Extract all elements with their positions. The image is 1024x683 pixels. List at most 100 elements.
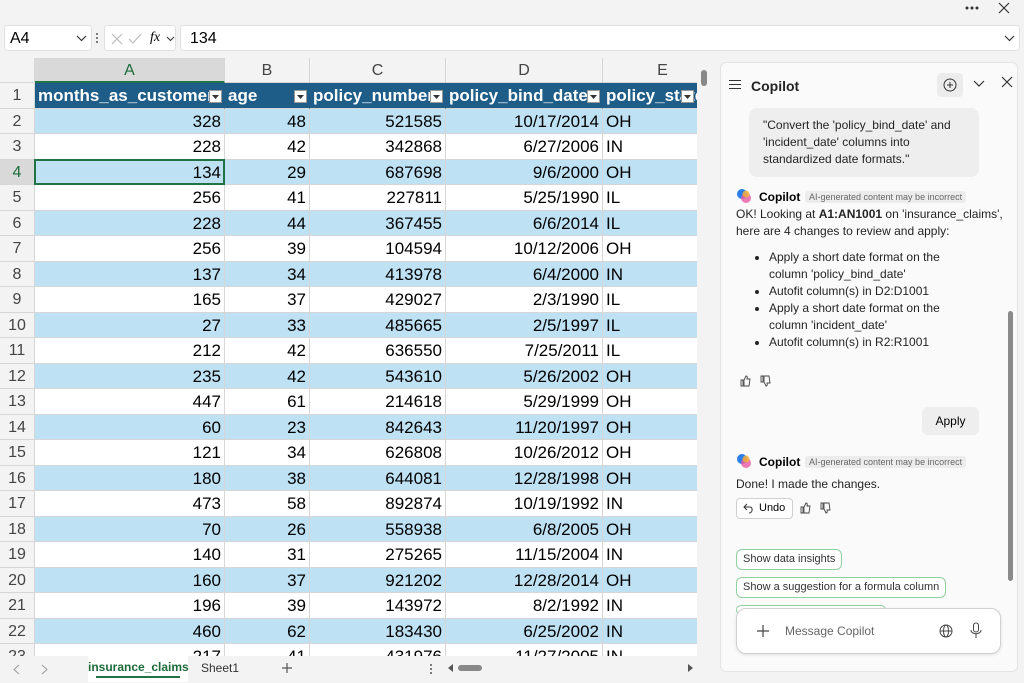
cell[interactable]: IN [603,262,697,288]
cell[interactable]: 9/6/2000 [446,160,603,186]
cell[interactable]: 228 [35,211,225,237]
cell[interactable]: OH [603,389,697,415]
cell[interactable]: 256 [35,185,225,211]
cell[interactable]: IL [603,313,697,339]
cell[interactable]: 160 [35,568,225,594]
collapse-icon[interactable] [974,81,984,86]
cell[interactable]: 6/4/2000 [446,262,603,288]
row-header[interactable]: 20 [0,568,35,594]
h-scroll-thumb[interactable] [458,665,482,671]
filter-button[interactable] [294,90,307,103]
cell[interactable]: OH [603,109,697,135]
cell[interactable]: IN [603,542,697,568]
cell[interactable]: 275265 [310,542,446,568]
row-header[interactable]: 16 [0,466,35,492]
column-header[interactable]: D [446,58,603,83]
cell[interactable]: IN [603,644,697,656]
cell[interactable]: 6/27/2006 [446,134,603,160]
cell[interactable]: 5/25/1990 [446,185,603,211]
close-icon[interactable] [999,3,1009,13]
cell[interactable]: 104594 [310,236,446,262]
cell[interactable]: 196 [35,593,225,619]
cell[interactable]: 6/8/2005 [446,517,603,543]
row-header[interactable]: 18 [0,517,35,543]
cell[interactable]: 42 [225,134,310,160]
cell[interactable]: 921202 [310,568,446,594]
cancel-icon[interactable] [112,34,122,44]
thumbs-down[interactable] [761,376,771,386]
apply-button[interactable]: Apply [922,407,979,435]
cell[interactable]: 39 [225,236,310,262]
cell[interactable]: 61 [225,389,310,415]
row-header[interactable]: 3 [0,134,35,160]
column-header[interactable]: A [35,58,225,83]
cell[interactable]: 38 [225,466,310,492]
cell[interactable]: 8/2/1992 [446,593,603,619]
cell[interactable]: 227811 [310,185,446,211]
thumbs-up[interactable] [801,503,811,513]
cell[interactable]: 10/26/2012 [446,440,603,466]
cell[interactable]: OH [603,440,697,466]
name-box[interactable]: A4 [4,25,92,51]
row-header[interactable]: 19 [0,542,35,568]
cell[interactable]: 11/20/1997 [446,415,603,441]
cell[interactable]: 41 [225,644,310,656]
cell[interactable]: 183430 [310,619,446,645]
filter-button[interactable] [587,90,600,103]
filter-button[interactable] [209,90,222,103]
filter-button[interactable] [430,90,443,103]
cell[interactable]: IN [603,619,697,645]
row-header[interactable]: 17 [0,491,35,517]
row-header[interactable]: 8 [0,262,35,288]
cell[interactable]: 342868 [310,134,446,160]
cell[interactable]: 626808 [310,440,446,466]
cell[interactable]: 256 [35,236,225,262]
cell[interactable]: 6/6/2014 [446,211,603,237]
cell[interactable]: 429027 [310,287,446,313]
cell[interactable]: OH [603,568,697,594]
scroll-left[interactable] [448,664,453,672]
cell[interactable]: 42 [225,364,310,390]
cell[interactable]: 37 [225,287,310,313]
cell[interactable]: 636550 [310,338,446,364]
enter-icon[interactable] [129,34,141,44]
row-header[interactable]: 4 [0,160,35,186]
suggestion-chip[interactable]: Show data insights [736,549,842,570]
cell[interactable]: 12/28/1998 [446,466,603,492]
cell[interactable]: IL [603,185,697,211]
cell[interactable]: 143972 [310,593,446,619]
cell[interactable]: 140 [35,542,225,568]
cell[interactable]: OH [603,160,697,186]
cell[interactable]: 12/28/2014 [446,568,603,594]
cell[interactable]: 58 [225,491,310,517]
cell[interactable]: 892874 [310,491,446,517]
cell[interactable]: IN [603,134,697,160]
cell[interactable]: OH [603,236,697,262]
cell[interactable]: 10/19/1992 [446,491,603,517]
cell[interactable]: 367455 [310,211,446,237]
cell[interactable]: 687698 [310,160,446,186]
cell[interactable]: OH [603,364,697,390]
close-icon[interactable] [1002,77,1012,87]
cell[interactable]: 37 [225,568,310,594]
cell[interactable]: 2/5/1997 [446,313,603,339]
row-header[interactable]: 7 [0,236,35,262]
cell[interactable]: IL [603,338,697,364]
row-header[interactable]: 12 [0,364,35,390]
scroll-right[interactable] [688,664,693,672]
menu-icon[interactable] [729,80,741,89]
web-icon[interactable] [939,624,953,638]
cell[interactable]: OH [603,517,697,543]
cell[interactable]: 10/17/2014 [446,109,603,135]
vertical-scrollbar[interactable] [697,58,711,656]
cell[interactable]: 5/29/1999 [446,389,603,415]
mic-icon[interactable] [971,623,981,638]
row-header[interactable]: 23 [0,644,35,656]
undo-button[interactable]: Undo [736,498,793,519]
cell[interactable]: 33 [225,313,310,339]
column-header[interactable]: E [603,58,697,83]
cell[interactable]: 41 [225,185,310,211]
cell[interactable]: IL [603,287,697,313]
sheet-tab-active[interactable]: insurance_claims [88,656,188,682]
cell[interactable]: 217 [35,644,225,656]
